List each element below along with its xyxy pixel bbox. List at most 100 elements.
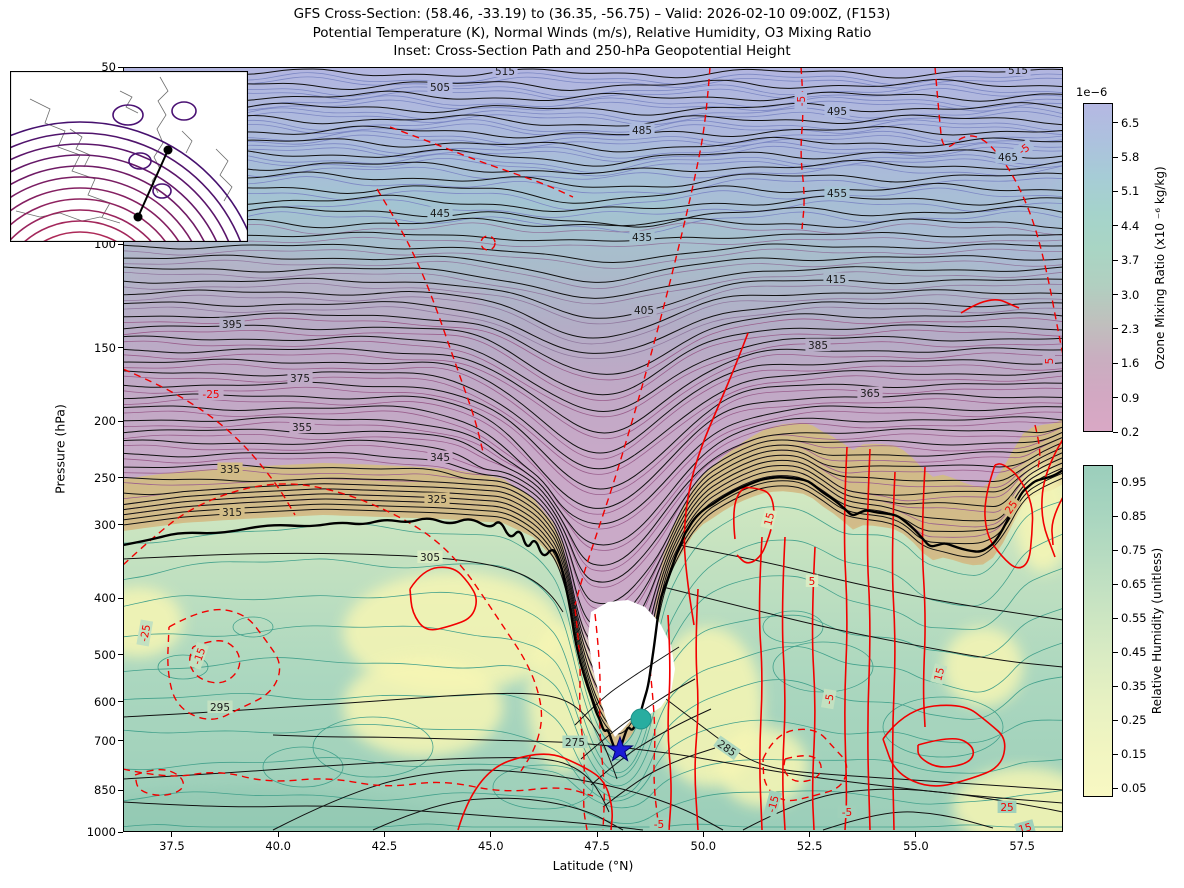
theta-contour-label: 465 xyxy=(995,150,1021,164)
ozone-colorbar xyxy=(1083,103,1113,432)
colorbar-tick-mark xyxy=(1113,122,1118,124)
svg-text:5: 5 xyxy=(809,576,816,588)
colorbar-tick-label: 0.35 xyxy=(1121,679,1147,694)
x-tick-label: 37.5 xyxy=(159,839,185,853)
cross-section-plot: 515 515 505 495 485 465 455 445 435 415 405 395 385 3… xyxy=(123,67,1063,832)
wind-contour-label: 15 xyxy=(930,663,947,685)
colorbar-tick-label: 0.15 xyxy=(1121,747,1147,762)
svg-text:305: 305 xyxy=(420,552,440,564)
colorbar-tick-mark xyxy=(1113,753,1118,755)
y-tick-mark xyxy=(118,654,123,656)
figure-subtitle2: Inset: Cross-Section Path and 250-hPa Ge… xyxy=(393,43,791,59)
y-tick-label: 1000 xyxy=(86,825,116,839)
y-tick-label: 150 xyxy=(94,340,116,355)
y-tick-mark xyxy=(118,740,123,742)
colorbar-tick-label: 0.45 xyxy=(1121,645,1147,660)
y-tick-label: 500 xyxy=(94,647,116,662)
x-tick-label: 50.0 xyxy=(690,839,717,853)
colorbar-tick-label: 0.55 xyxy=(1121,611,1147,626)
x-tick-label: 40.0 xyxy=(265,839,291,853)
svg-text:385: 385 xyxy=(808,340,828,352)
colorbar-tick-label: 0.9 xyxy=(1121,390,1140,405)
colorbar-tick-label: 1.6 xyxy=(1121,356,1140,371)
y-tick-mark xyxy=(118,66,123,68)
svg-text:-25: -25 xyxy=(138,624,153,643)
colorbar-tick-mark xyxy=(1113,549,1118,551)
x-tick-label: 42.5 xyxy=(371,839,398,853)
wind-contour-label: 25 xyxy=(997,800,1017,814)
colorbar-tick-mark xyxy=(1113,685,1118,687)
x-tick-mark xyxy=(171,832,173,837)
svg-text:365: 365 xyxy=(860,388,880,400)
x-tick-mark xyxy=(702,832,704,837)
colorbar-tick-mark xyxy=(1113,190,1118,192)
svg-text:-5: -5 xyxy=(842,807,852,819)
theta-contour-label: 455 xyxy=(824,186,850,200)
colorbar-tick-label: 0.85 xyxy=(1121,509,1147,524)
colorbar-tick-label: 4.4 xyxy=(1121,218,1140,233)
svg-text:275: 275 xyxy=(565,737,585,749)
theta-contour-label: 485 xyxy=(629,123,655,137)
colorbar-tick-label: 3.0 xyxy=(1121,287,1140,302)
svg-text:465: 465 xyxy=(998,152,1018,164)
wind-contour-label: -5 xyxy=(794,91,808,111)
svg-text:455: 455 xyxy=(827,188,847,200)
x-tick-mark xyxy=(490,832,492,837)
x-tick-mark xyxy=(809,832,811,837)
colorbar-tick-label: 5.1 xyxy=(1121,184,1140,199)
x-tick-label: 57.5 xyxy=(1009,839,1035,853)
svg-text:-5: -5 xyxy=(823,693,837,705)
x-tick-mark xyxy=(1021,832,1023,837)
y-tick-mark xyxy=(118,831,123,833)
ozone-colorbar-label: Ozone Mixing Ratio (x10 ⁻⁶ kg/kg) xyxy=(1153,166,1167,370)
x-tick-mark xyxy=(383,832,385,837)
y-tick-label: 850 xyxy=(94,783,116,798)
cross-section-star-marker xyxy=(606,735,634,762)
y-axis-label: Pressure (hPa) xyxy=(52,404,68,494)
svg-text:-15: -15 xyxy=(766,794,782,814)
x-tick-mark xyxy=(277,832,279,837)
y-tick-label: 700 xyxy=(94,733,116,748)
colorbar-tick-mark xyxy=(1113,719,1118,721)
wind-contour-label: 5 xyxy=(805,574,819,588)
svg-text:495: 495 xyxy=(827,106,847,118)
inset-cross-section-path xyxy=(137,149,169,218)
theta-contour-label: 415 xyxy=(823,272,849,286)
colorbar-tick-mark xyxy=(1113,515,1118,517)
colorbar-tick-mark xyxy=(1113,617,1118,619)
low-rh-patches xyxy=(123,462,1063,832)
wind-contour-label: -5 xyxy=(1012,138,1036,160)
theta-contour-label: 495 xyxy=(824,104,850,118)
y-tick-label: 300 xyxy=(94,517,116,532)
cross-section-dot-marker xyxy=(630,708,652,730)
svg-text:-15: -15 xyxy=(191,646,208,666)
wind-contour-label: -5 xyxy=(649,817,669,831)
x-axis-label: Latitude (°N) xyxy=(552,858,634,873)
y-tick-label: 600 xyxy=(94,694,116,709)
theta-contour-label: 345 xyxy=(427,450,453,464)
svg-text:485: 485 xyxy=(632,125,652,137)
svg-text:375: 375 xyxy=(290,373,310,385)
theta-contour-label: 375 xyxy=(287,371,313,385)
colorbar-tick-mark xyxy=(1113,397,1118,399)
colorbar-tick-mark xyxy=(1113,156,1118,158)
svg-text:505: 505 xyxy=(430,82,450,94)
theta-contour-label: 435 xyxy=(629,230,655,244)
inset-map xyxy=(0,70,265,491)
rh-colorbar-label: Relative Humidity (unitless) xyxy=(1150,547,1164,715)
svg-text:-5: -5 xyxy=(654,819,664,831)
colorbar-tick-label: 0.2 xyxy=(1121,425,1140,439)
colorbar-tick-label: 6.5 xyxy=(1121,115,1140,130)
svg-text:445: 445 xyxy=(430,208,450,220)
figure-subtitle: Potential Temperature (K), Normal Winds … xyxy=(312,25,872,41)
svg-text:395: 395 xyxy=(222,319,242,331)
colorbar-tick-mark xyxy=(1113,328,1118,330)
tropopause-line xyxy=(123,469,1063,753)
y-tick-label: 200 xyxy=(94,414,116,428)
svg-text:25: 25 xyxy=(1000,802,1013,814)
svg-text:325: 325 xyxy=(427,494,447,506)
y-tick-mark xyxy=(118,243,123,245)
colorbar-tick-mark xyxy=(1113,651,1118,653)
fold-theta-lines xyxy=(574,646,716,808)
theta-contour-label: 365 xyxy=(857,386,883,400)
